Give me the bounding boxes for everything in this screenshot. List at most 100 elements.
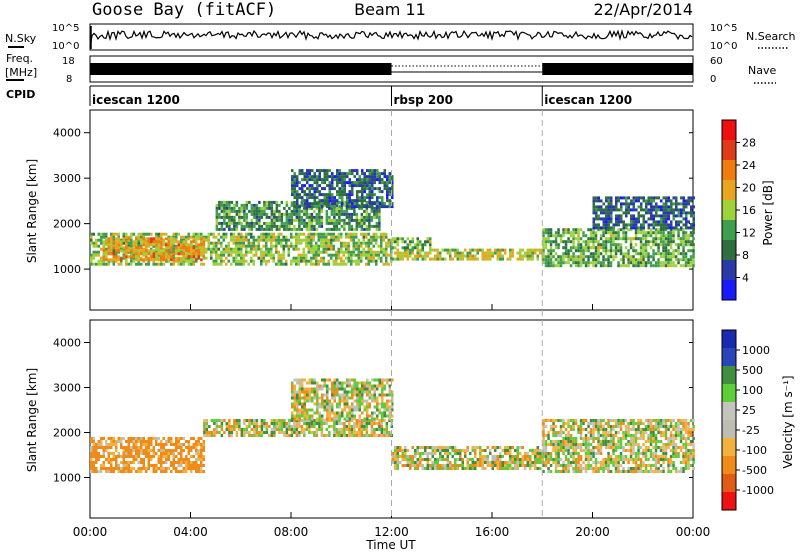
heatmap-cell xyxy=(632,255,635,259)
heatmap-cell xyxy=(594,237,598,241)
heatmap-cell xyxy=(388,431,391,434)
heatmap-cell xyxy=(255,253,258,257)
heatmap-cell xyxy=(494,461,497,464)
heatmap-cell xyxy=(654,243,658,247)
heatmap-cell xyxy=(363,184,366,188)
heatmap-cell xyxy=(308,387,311,391)
heatmap-cell xyxy=(182,250,185,254)
heatmap-cell xyxy=(353,227,356,231)
heatmap-cell xyxy=(142,440,145,443)
heatmap-cell xyxy=(347,244,350,248)
heatmap-cell xyxy=(499,461,502,464)
heatmap-cell xyxy=(577,261,580,265)
heatmap-cell xyxy=(610,196,613,200)
heatmap-cell xyxy=(240,203,244,207)
heatmap-cell xyxy=(569,440,573,443)
heatmap-cell xyxy=(375,428,379,431)
heatmap-cell xyxy=(689,243,693,247)
heatmap-cell xyxy=(187,449,190,452)
heatmap-cell xyxy=(142,243,146,247)
heatmap-cell xyxy=(348,227,351,231)
heatmap-cell xyxy=(263,419,266,422)
heatmap-cell xyxy=(630,214,633,218)
heatmap-cell xyxy=(223,200,226,204)
heatmap-cell xyxy=(604,252,608,256)
heatmap-cell xyxy=(436,461,439,464)
heatmap-cell xyxy=(424,251,427,255)
heatmap-cell xyxy=(336,199,339,203)
heatmap-cell xyxy=(474,248,477,252)
heatmap-cell xyxy=(110,244,113,248)
heatmap-cell xyxy=(240,259,243,263)
heatmap-cell xyxy=(667,208,670,212)
heatmap-cell xyxy=(288,425,291,428)
heatmap-cell xyxy=(172,250,175,254)
heatmap-cell xyxy=(238,212,241,216)
heatmap-cell xyxy=(240,434,244,437)
heatmap-cell xyxy=(411,464,414,467)
heatmap-cell xyxy=(355,221,359,225)
heatmap-cell xyxy=(401,251,404,255)
heatmap-cell xyxy=(240,241,243,245)
heatmap-cell xyxy=(363,175,366,179)
heatmap-cell xyxy=(322,244,325,248)
heatmap-cell xyxy=(680,214,683,218)
heatmap-cell xyxy=(325,241,328,245)
heatmap-cell xyxy=(680,220,683,224)
heatmap-cell xyxy=(388,411,391,415)
heatmap-cell xyxy=(315,256,318,260)
heatmap-cell xyxy=(260,212,264,216)
heatmap-cell xyxy=(381,178,384,182)
heatmap-cell xyxy=(160,262,163,266)
heatmap-cell xyxy=(682,223,685,227)
heatmap-cell xyxy=(90,464,93,467)
heatmap-cell xyxy=(190,235,193,239)
heatmap-cell xyxy=(378,425,381,428)
heatmap-cell xyxy=(311,184,314,188)
heatmap-cell xyxy=(627,264,630,268)
heatmap-cell xyxy=(572,243,575,247)
heatmap-cell xyxy=(297,247,300,251)
heatmap-cell xyxy=(365,250,368,254)
heatmap-cell xyxy=(132,259,135,263)
heatmap-cell xyxy=(682,258,685,262)
heatmap-cell xyxy=(346,205,349,209)
heatmap-cell xyxy=(549,443,553,446)
heatmap-cell xyxy=(233,425,236,428)
heatmap-cell xyxy=(552,255,555,259)
heatmap-cell xyxy=(273,212,276,216)
heatmap-cell xyxy=(130,232,133,236)
heatmap-cell xyxy=(572,255,575,259)
heatmap-cell xyxy=(326,175,329,179)
heatmap-cell xyxy=(110,452,113,455)
heatmap-cell xyxy=(677,249,680,253)
heatmap-cell xyxy=(355,212,359,216)
heatmap-cell xyxy=(542,255,545,259)
heatmap-cell xyxy=(232,250,235,254)
heatmap-cell xyxy=(531,449,534,452)
heatmap-cell xyxy=(451,446,454,449)
heatmap-cell xyxy=(318,396,321,400)
heatmap-cell xyxy=(361,396,364,400)
heatmap-cell xyxy=(298,181,301,185)
heatmap-cell xyxy=(675,205,678,209)
heatmap-cell xyxy=(391,257,394,261)
heatmap-cell xyxy=(313,390,316,394)
heatmap-cell xyxy=(552,249,555,253)
heatmap-cell xyxy=(295,215,299,219)
heatmap-cell xyxy=(332,235,335,239)
heatmap-cell xyxy=(382,262,385,266)
heatmap-cell xyxy=(310,256,313,260)
heatmap-cell xyxy=(385,256,388,260)
heatmap-cell xyxy=(228,224,231,228)
heatmap-cell xyxy=(327,241,330,245)
heatmap-cell xyxy=(343,425,346,428)
heatmap-cell xyxy=(155,237,158,241)
heatmap-cell xyxy=(318,193,321,197)
heatmap-cell xyxy=(664,249,668,253)
heatmap-cell xyxy=(162,243,166,247)
heatmap-cell xyxy=(471,464,474,467)
heatmap-cell xyxy=(202,235,205,239)
heatmap-cell xyxy=(599,237,603,241)
heatmap-cell xyxy=(248,434,251,437)
